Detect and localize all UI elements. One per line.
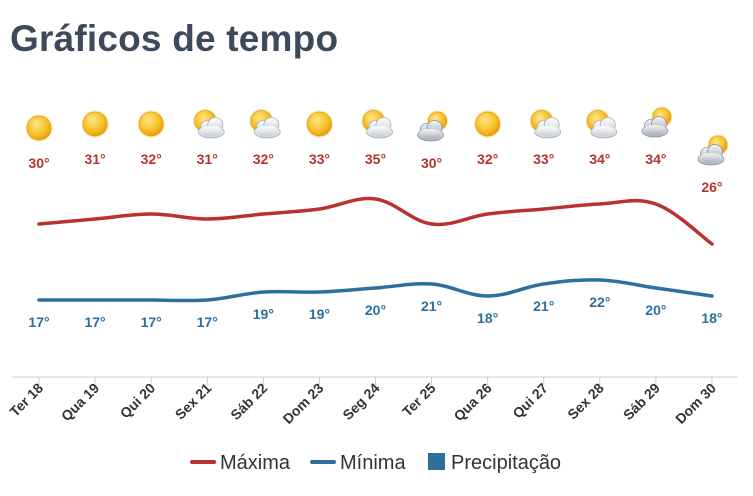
x-tick-label: Qui 20 xyxy=(117,380,159,422)
max-value-label: 32° xyxy=(253,151,274,167)
max-value-label: 31° xyxy=(197,151,218,167)
x-tick-label: Qua 19 xyxy=(58,380,102,424)
x-tick-label: Sáb 22 xyxy=(227,380,270,423)
x-tick-label: Sex 28 xyxy=(564,380,607,423)
partly-cloudy-icon xyxy=(361,109,393,139)
series-line-maxima xyxy=(37,196,714,246)
min-value-label: 18° xyxy=(477,310,498,326)
min-value-label: 17° xyxy=(141,314,162,330)
partly-cloudy-icon xyxy=(193,109,225,139)
min-value-label: 17° xyxy=(197,314,218,330)
min-value-label: 19° xyxy=(253,306,274,322)
x-tick-label: Dom 30 xyxy=(672,380,719,427)
legend-item-precipitacao[interactable]: Precipitação xyxy=(428,452,561,474)
x-tick-label: Ter 25 xyxy=(399,380,439,420)
max-value-label: 26° xyxy=(701,179,722,195)
series-line-minima xyxy=(37,278,714,303)
x-tick-label: Qui 27 xyxy=(509,380,551,422)
legend-item-minima[interactable]: Mínima xyxy=(310,452,406,474)
x-tick-label: Dom 23 xyxy=(279,380,326,427)
min-value-label: 17° xyxy=(28,314,49,330)
x-tick-label: Seg 24 xyxy=(339,380,382,423)
max-value-label: 34° xyxy=(645,151,666,167)
min-value-label: 22° xyxy=(589,294,610,310)
legend-item-maxima[interactable]: Máxima xyxy=(190,452,291,474)
min-value-label: 21° xyxy=(533,298,554,314)
cloudy-icon xyxy=(417,110,449,142)
page-title: Gráficos de tempo xyxy=(10,18,339,59)
sun-icon xyxy=(81,110,109,138)
partly-cloudy-icon xyxy=(249,109,281,139)
cloudy-icon xyxy=(697,134,729,166)
max-value-label: 30° xyxy=(28,155,49,171)
min-value-label: 18° xyxy=(701,310,722,326)
max-value-label: 30° xyxy=(421,155,442,171)
x-tick-label: Qua 26 xyxy=(450,380,494,424)
min-value-label: 20° xyxy=(365,302,386,318)
min-value-label: 17° xyxy=(84,314,105,330)
max-value-label: 32° xyxy=(141,151,162,167)
max-value-label: 34° xyxy=(589,151,610,167)
x-tick-label: Sex 21 xyxy=(172,380,215,423)
cloudy-icon xyxy=(641,106,673,138)
max-value-label: 32° xyxy=(477,151,498,167)
partly-cloudy-icon xyxy=(529,109,562,139)
min-value-label: 20° xyxy=(645,302,666,318)
sun-icon xyxy=(305,110,333,138)
min-value-label: 21° xyxy=(421,298,442,314)
sun-icon xyxy=(25,114,53,142)
x-tick-label: Ter 18 xyxy=(6,380,46,420)
legend-label: Mínima xyxy=(340,452,406,474)
legend-label: Precipitação xyxy=(451,452,561,474)
max-value-label: 33° xyxy=(309,151,330,167)
legend-symbol xyxy=(428,453,445,470)
sun-icon xyxy=(137,110,165,138)
max-value-label: 31° xyxy=(84,151,105,167)
legend-label: Máxima xyxy=(220,452,291,474)
x-tick-label: Sáb 29 xyxy=(620,380,663,423)
min-value-label: 19° xyxy=(309,306,330,322)
partly-cloudy-icon xyxy=(585,109,618,139)
max-value-label: 35° xyxy=(365,151,386,167)
max-value-label: 33° xyxy=(533,151,554,167)
sun-icon xyxy=(474,110,502,138)
